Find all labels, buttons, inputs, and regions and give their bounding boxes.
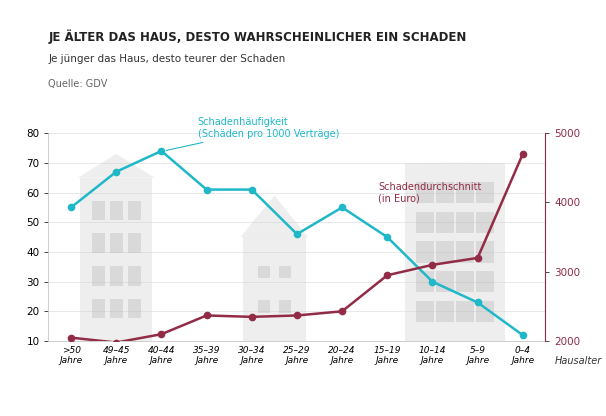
Bar (80, 178, 152, 341)
Bar (405, 163, 505, 341)
Bar (456, 241, 474, 262)
Bar (436, 212, 454, 233)
Text: Schadendurchschnitt
(in Euro): Schadendurchschnitt (in Euro) (378, 182, 482, 203)
Bar (92, 266, 105, 285)
Bar (258, 265, 270, 278)
Bar (416, 212, 434, 233)
Bar (476, 241, 494, 262)
Bar (128, 266, 141, 285)
Bar (476, 301, 494, 322)
Bar (416, 271, 434, 292)
Bar (128, 299, 141, 318)
Bar (258, 300, 270, 313)
Bar (92, 233, 105, 253)
Bar (476, 212, 494, 233)
Bar (92, 201, 105, 220)
Text: Hausalter: Hausalter (554, 356, 602, 366)
Bar (456, 271, 474, 292)
Bar (436, 301, 454, 322)
Bar (476, 182, 494, 203)
Bar (456, 301, 474, 322)
Bar (110, 266, 123, 285)
Polygon shape (78, 154, 155, 178)
Bar (279, 265, 291, 278)
Bar (456, 182, 474, 203)
Bar (110, 299, 123, 318)
Bar (436, 271, 454, 292)
Bar (416, 301, 434, 322)
Bar (128, 201, 141, 220)
Bar (243, 237, 306, 341)
Polygon shape (241, 196, 308, 237)
Text: Quelle: GDV: Quelle: GDV (48, 79, 108, 89)
Bar (92, 299, 105, 318)
Bar (476, 271, 494, 292)
Bar (279, 300, 291, 313)
Bar (416, 241, 434, 262)
Text: Schadenhäufigkeit
(Schäden pro 1000 Verträge): Schadenhäufigkeit (Schäden pro 1000 Vert… (167, 117, 339, 150)
Text: JE ÄLTER DAS HAUS, DESTO WAHRSCHEINLICHER EIN SCHADEN: JE ÄLTER DAS HAUS, DESTO WAHRSCHEINLICHE… (48, 29, 467, 44)
Bar (128, 233, 141, 253)
Bar (456, 212, 474, 233)
Bar (436, 241, 454, 262)
Bar (416, 182, 434, 203)
Bar (110, 233, 123, 253)
Text: Je jünger das Haus, desto teurer der Schaden: Je jünger das Haus, desto teurer der Sch… (48, 54, 286, 64)
Bar (110, 201, 123, 220)
Bar (436, 182, 454, 203)
